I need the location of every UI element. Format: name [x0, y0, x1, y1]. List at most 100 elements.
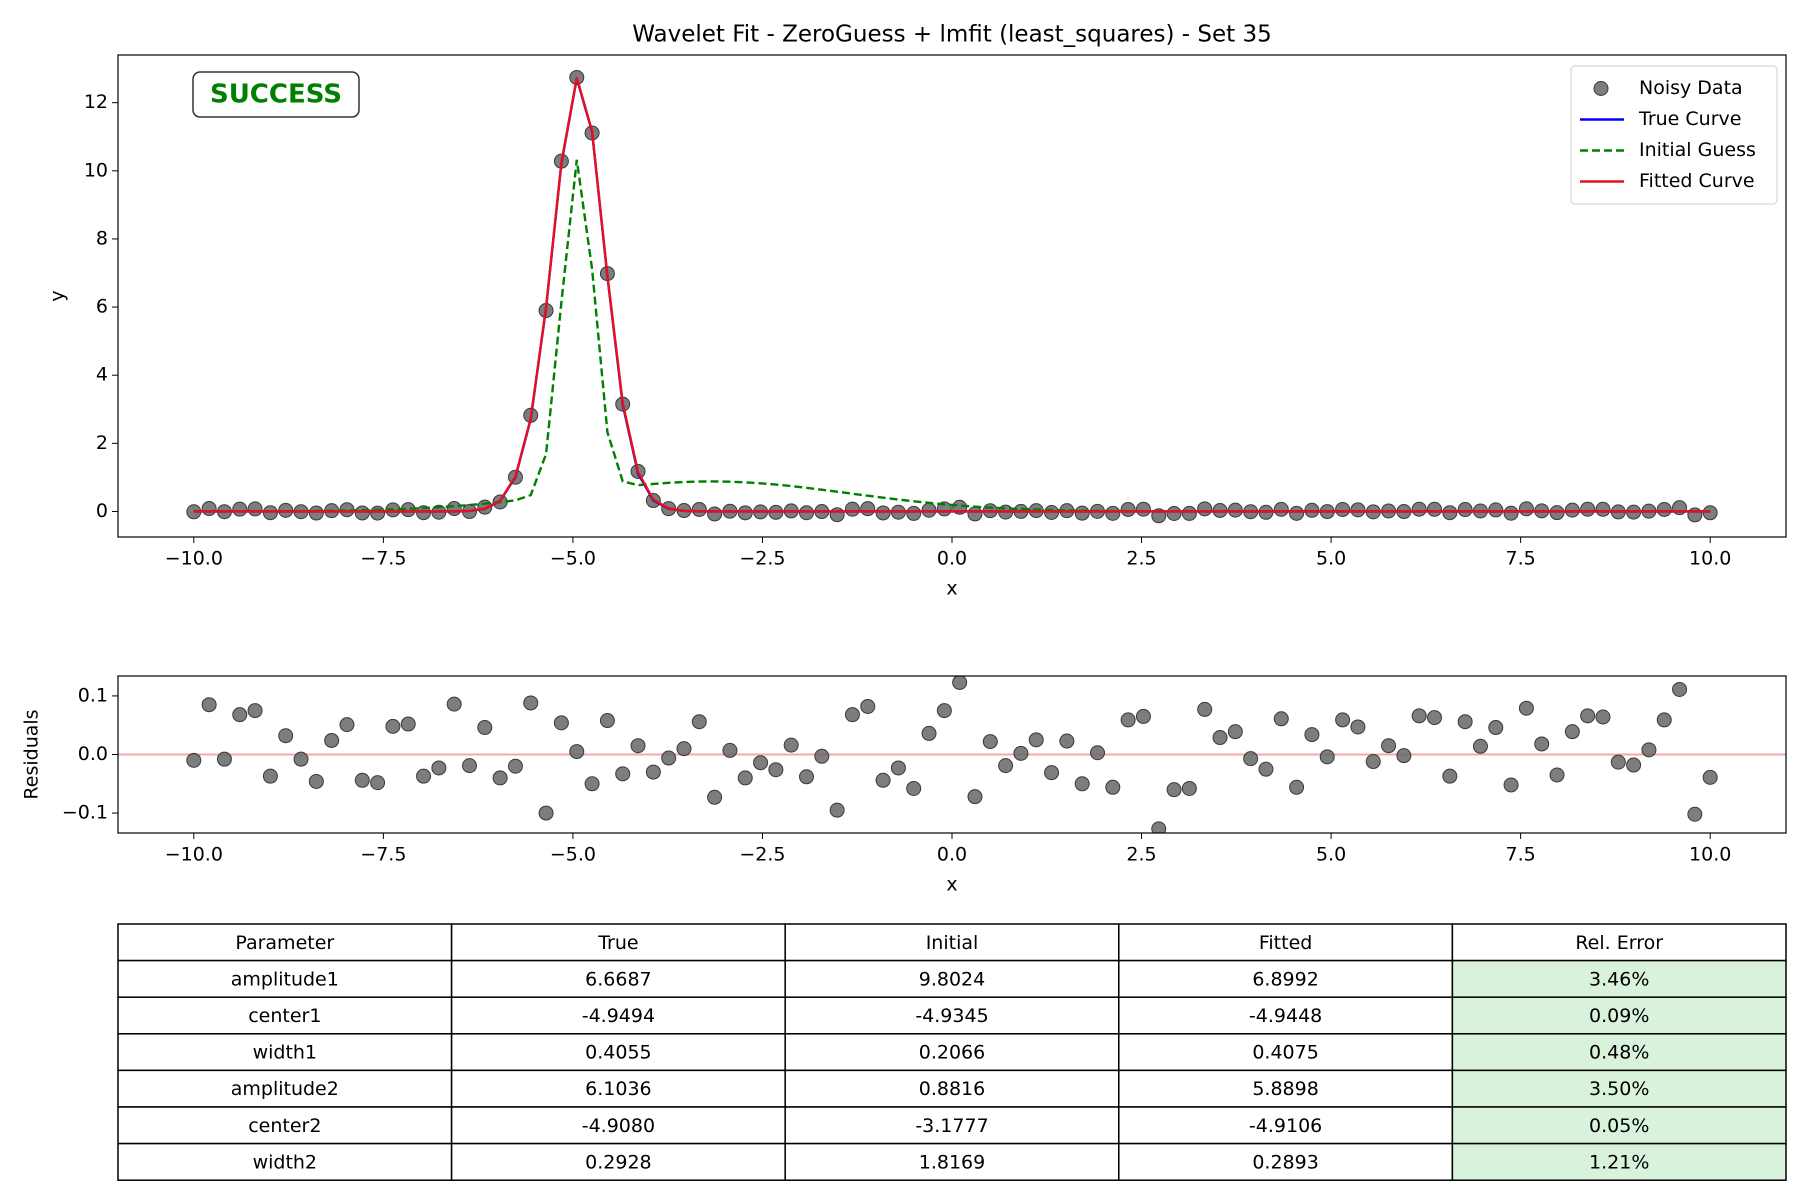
data-point [278, 728, 294, 744]
data-point [661, 750, 677, 766]
table-cell [784, 1142, 1120, 1181]
plot-area [118, 676, 1786, 833]
data-point [844, 501, 860, 517]
data-point [707, 506, 723, 522]
data-point [1197, 701, 1213, 717]
data-point [1181, 505, 1197, 521]
table-text: 0.4075 [1252, 1042, 1318, 1064]
table-cell [784, 1106, 1120, 1145]
x-tick-label: −7.5 [360, 844, 406, 866]
table-text: width1 [253, 1042, 317, 1064]
table-cell [1118, 1106, 1454, 1145]
chart-title: Wavelet Fit - ZeroGuess + lmfit (least_s… [632, 22, 1272, 48]
y-tick-label: 2 [96, 432, 108, 454]
y-tick-label: −0.1 [62, 802, 108, 824]
table-text: -3.1777 [915, 1115, 988, 1137]
data-point [952, 676, 968, 690]
y-tick-label: 4 [96, 364, 108, 386]
data-point [1273, 711, 1289, 727]
data-point [1089, 745, 1105, 761]
table-cell [784, 923, 1120, 962]
data-point [416, 768, 432, 784]
table-cell [117, 1106, 453, 1145]
table-text: 0.8816 [919, 1078, 985, 1100]
data-point [1656, 501, 1672, 517]
data-point [1013, 745, 1029, 761]
data-point [1135, 708, 1151, 724]
data-point [354, 772, 370, 788]
table-text: 1.8169 [919, 1151, 985, 1173]
data-point [982, 734, 998, 750]
table-cell [1451, 923, 1787, 962]
table-text: 3.46% [1589, 968, 1649, 990]
data-point [967, 789, 983, 805]
data-point [1289, 505, 1305, 521]
y-tick-label: 8 [96, 227, 108, 249]
data-point [385, 718, 401, 734]
table-text: width2 [253, 1151, 317, 1173]
table-cell [1451, 1142, 1787, 1181]
table-text: 0.09% [1589, 1005, 1649, 1027]
data-point [446, 501, 462, 517]
data-point [1442, 768, 1458, 784]
y-axis-label: y [47, 290, 69, 301]
data-point [1702, 505, 1718, 521]
x-tick-label: 0.0 [937, 844, 967, 866]
data-point [875, 772, 891, 788]
data-point [599, 713, 615, 729]
table-cell [1451, 996, 1787, 1035]
data-point [1427, 501, 1443, 517]
table-header: Rel. Error [1575, 932, 1663, 954]
data-point [1641, 742, 1657, 758]
table-cell [450, 923, 786, 962]
data-point [645, 764, 661, 780]
data-point [1472, 738, 1488, 754]
x-tick-label: 7.5 [1506, 844, 1536, 866]
table-text: 6.8992 [1252, 968, 1318, 990]
data-point [691, 714, 707, 730]
data-point [844, 707, 860, 723]
axes-frame [117, 54, 1787, 538]
data-point [676, 741, 692, 757]
data-point [1166, 782, 1182, 798]
x-tick-label: 5.0 [1316, 844, 1346, 866]
data-point [569, 744, 585, 760]
table-cell [1118, 1142, 1454, 1181]
data-point [1273, 501, 1289, 517]
data-point [890, 760, 906, 776]
data-point [477, 720, 493, 736]
data-point [1702, 769, 1718, 785]
data-point [446, 696, 462, 712]
x-tick-label: −5.0 [550, 844, 596, 866]
y-tick-label: 0.1 [78, 684, 108, 706]
data-point [1059, 733, 1075, 749]
data-point [523, 695, 539, 711]
y-tick-label: 12 [84, 91, 108, 113]
x-tick-label: 10.0 [1689, 844, 1731, 866]
data-point [1335, 712, 1351, 728]
table-text: -4.9080 [582, 1115, 655, 1137]
legend-marker [1593, 81, 1609, 96]
x-tick-label: −5.0 [550, 548, 596, 570]
data-point [262, 505, 278, 521]
data-point [753, 755, 769, 771]
data-point [1442, 505, 1458, 521]
y-tick-label: 0 [96, 500, 108, 522]
data-point [232, 501, 248, 517]
data-point [1534, 736, 1550, 752]
legend-label: Initial Guess [1639, 139, 1756, 161]
data-point [553, 715, 569, 731]
table-text: 1.21% [1589, 1151, 1649, 1173]
data-point [860, 698, 876, 714]
table-text: -4.9345 [915, 1005, 988, 1027]
data-point [998, 758, 1014, 774]
data-point [201, 697, 217, 713]
data-point [431, 760, 447, 776]
data-point [1457, 714, 1473, 730]
data-point [906, 780, 922, 796]
data-point [247, 703, 263, 719]
x-axis-label: x [946, 578, 957, 600]
data-point [1120, 712, 1136, 728]
data-point [1595, 709, 1611, 725]
